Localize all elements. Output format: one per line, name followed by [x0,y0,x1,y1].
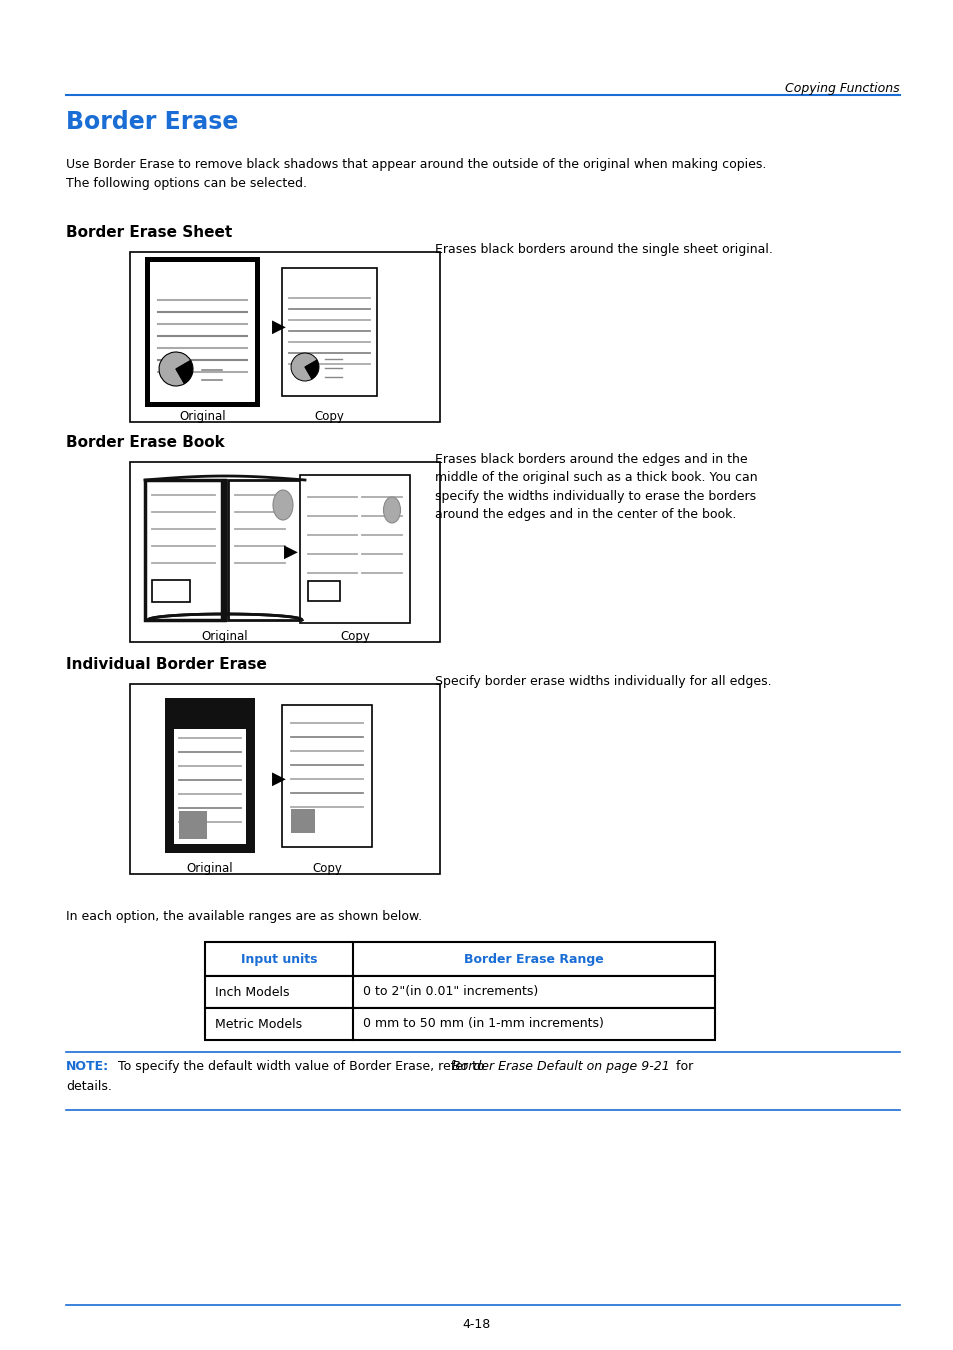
Text: Border Erase Sheet: Border Erase Sheet [66,225,232,240]
Bar [145,256,260,406]
Text: Input units: Input units [240,953,317,965]
Text: In each option, the available ranges are as shown below.: In each option, the available ranges are… [66,910,421,923]
Ellipse shape [273,490,293,520]
Bar [205,976,714,1008]
Bar [130,252,439,423]
Bar [179,811,207,838]
Bar [130,684,439,873]
Text: ▶: ▶ [272,319,286,336]
Ellipse shape [383,497,400,522]
Text: Inch Models: Inch Models [214,986,289,999]
Text: Border Erase Range: Border Erase Range [464,953,603,965]
Text: for: for [671,1060,693,1073]
Text: Erases black borders around the single sheet original.: Erases black borders around the single s… [435,243,772,256]
Bar [299,475,410,622]
Text: Use Border Erase to remove black shadows that appear around the outside of the o: Use Border Erase to remove black shadows… [66,158,765,189]
Bar [152,580,190,602]
Text: To specify the default width value of Border Erase, refer to: To specify the default width value of Bo… [113,1060,488,1073]
Bar [150,262,254,402]
Bar [165,698,254,853]
Bar [228,481,305,620]
Bar [145,481,222,620]
Bar [173,724,246,844]
Wedge shape [175,360,193,383]
Wedge shape [159,352,191,386]
Text: 0 mm to 50 mm (in 1-mm increments): 0 mm to 50 mm (in 1-mm increments) [363,1018,603,1030]
Bar [308,580,339,601]
Text: Metric Models: Metric Models [214,1018,302,1030]
Wedge shape [291,352,316,381]
Text: Original: Original [187,863,233,875]
Text: Border Erase: Border Erase [66,109,238,134]
Text: ▶: ▶ [272,769,286,788]
Text: Border Erase Default on page 9-21: Border Erase Default on page 9-21 [452,1060,669,1073]
Text: 0 to 2"(in 0.01" increments): 0 to 2"(in 0.01" increments) [363,986,537,999]
Text: Border Erase Book: Border Erase Book [66,435,225,450]
Text: Copy: Copy [312,863,341,875]
Text: Specify border erase widths individually for all edges.: Specify border erase widths individually… [435,675,771,688]
Text: Copy: Copy [314,410,344,423]
Bar [282,269,376,396]
Bar [173,707,246,729]
Text: ▶: ▶ [284,543,298,562]
Text: 4-18: 4-18 [462,1318,491,1331]
Wedge shape [305,360,318,379]
Text: Original: Original [179,410,226,423]
Bar [130,462,439,643]
Bar [291,809,314,833]
Text: details.: details. [66,1080,112,1094]
Text: Copy: Copy [339,630,370,643]
Bar [205,942,714,976]
Text: Original: Original [201,630,248,643]
Text: Individual Border Erase: Individual Border Erase [66,657,267,672]
Text: NOTE:: NOTE: [66,1060,109,1073]
Bar [205,1008,714,1040]
Bar [282,705,372,846]
Text: Erases black borders around the edges and in the
middle of the original such as : Erases black borders around the edges an… [435,454,757,521]
Text: Copying Functions: Copying Functions [784,82,899,94]
